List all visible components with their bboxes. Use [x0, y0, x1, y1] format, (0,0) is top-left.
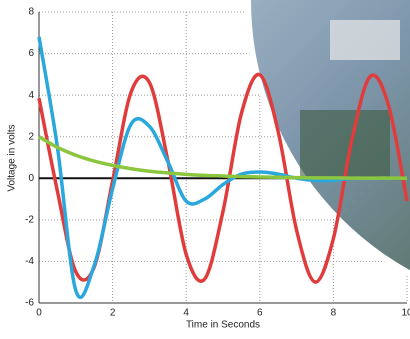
- series-line: [38, 135, 408, 181]
- x-tick-label: 6: [257, 308, 263, 319]
- x-tick-label: 10: [401, 308, 410, 319]
- y-tick-label: 2: [28, 131, 34, 142]
- y-axis-label: Voltage in volts: [7, 124, 18, 191]
- y-tick-label: 8: [28, 7, 34, 18]
- y-tick-label: -6: [25, 298, 34, 309]
- x-axis-label: Time in Seconds: [186, 320, 260, 331]
- y-tick-label: -2: [25, 214, 34, 225]
- y-tick-label: 6: [28, 48, 34, 59]
- x-tick-label: 8: [331, 308, 337, 319]
- y-tick-label: 4: [28, 90, 34, 101]
- y-tick-label: -4: [25, 256, 34, 267]
- photo-detail: [330, 20, 400, 60]
- y-tick-label: 0: [28, 173, 34, 184]
- x-tick-label: 4: [183, 308, 189, 319]
- x-tick-label: 2: [110, 308, 116, 319]
- x-tick-label: 0: [36, 308, 42, 319]
